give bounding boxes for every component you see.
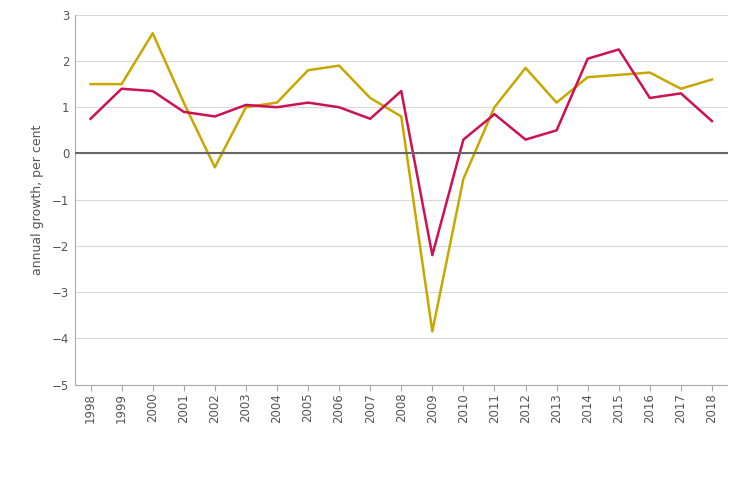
OECD [210,164,219,170]
UK [272,105,281,110]
OECD [86,81,95,87]
UK [210,113,219,119]
Line: OECD: OECD [91,34,712,331]
OECD [179,100,188,106]
OECD [397,113,406,119]
OECD [117,81,126,87]
OECD [645,70,654,75]
UK [521,137,530,142]
OECD [148,31,158,36]
UK [584,56,592,62]
Line: UK: UK [91,49,712,255]
OECD [272,100,281,106]
UK [427,252,436,258]
UK [645,95,654,101]
OECD [584,74,592,80]
OECD [614,72,623,78]
UK [117,86,126,92]
OECD [366,95,375,101]
OECD [459,176,468,182]
Y-axis label: annual growth, per cent: annual growth, per cent [31,124,44,275]
UK [148,88,158,94]
UK [304,100,313,106]
OECD [304,67,313,73]
UK [614,46,623,52]
OECD [242,105,250,110]
UK [179,109,188,115]
UK [459,137,468,142]
UK [366,116,375,122]
UK [707,118,716,124]
OECD [427,328,436,334]
UK [552,127,561,133]
UK [490,111,499,117]
UK [397,88,406,94]
UK [86,116,95,122]
OECD [552,100,561,106]
UK [242,102,250,108]
OECD [521,65,530,71]
OECD [334,63,344,69]
UK [676,90,686,96]
OECD [707,76,716,82]
OECD [676,86,686,92]
OECD [490,105,499,110]
UK [334,105,344,110]
